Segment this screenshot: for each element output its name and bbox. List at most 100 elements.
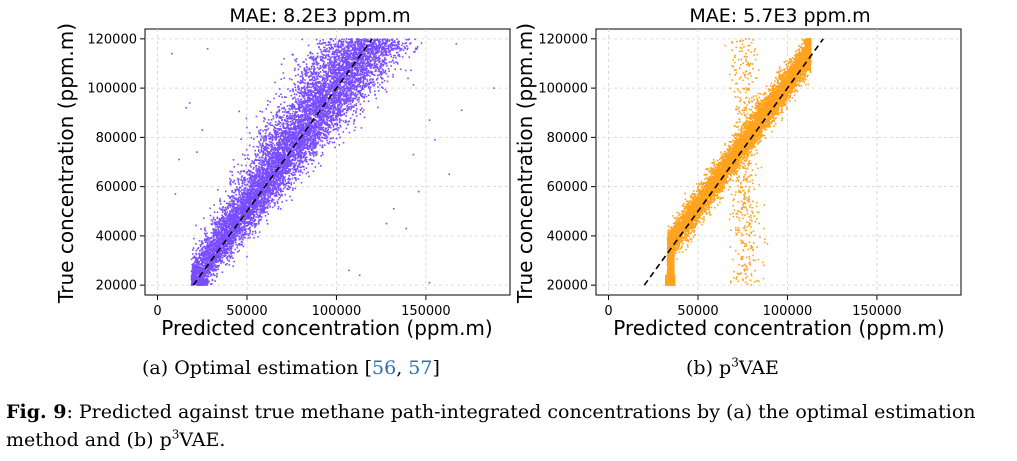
data-point bbox=[355, 110, 357, 112]
data-point bbox=[287, 183, 289, 185]
data-point bbox=[247, 171, 249, 173]
data-point bbox=[300, 83, 302, 85]
data-point bbox=[316, 72, 318, 74]
data-point bbox=[292, 178, 294, 180]
data-point bbox=[254, 219, 256, 221]
data-point bbox=[278, 199, 280, 201]
data-point bbox=[288, 189, 290, 191]
data-point bbox=[338, 134, 340, 136]
data-point bbox=[200, 246, 202, 248]
data-point bbox=[388, 68, 390, 70]
data-point bbox=[234, 197, 236, 199]
data-point bbox=[193, 238, 195, 240]
data-point bbox=[332, 137, 334, 139]
data-point bbox=[301, 72, 303, 74]
data-point bbox=[297, 103, 299, 105]
data-point bbox=[337, 106, 339, 108]
data-point bbox=[318, 141, 320, 143]
data-point bbox=[402, 43, 404, 45]
data-point bbox=[226, 263, 228, 265]
data-point bbox=[318, 73, 320, 75]
data-point bbox=[312, 99, 314, 101]
data-point bbox=[266, 220, 268, 222]
data-point bbox=[209, 208, 211, 210]
data-point bbox=[346, 128, 348, 130]
data-point bbox=[374, 91, 376, 93]
data-point bbox=[392, 76, 394, 78]
data-point bbox=[265, 138, 267, 140]
data-point bbox=[325, 108, 327, 110]
data-point bbox=[297, 98, 299, 100]
data-point bbox=[298, 178, 300, 180]
data-point bbox=[356, 87, 358, 89]
data-point bbox=[229, 250, 231, 252]
data-point bbox=[360, 113, 362, 115]
data-point bbox=[405, 70, 407, 72]
data-point bbox=[299, 95, 301, 97]
data-point bbox=[278, 111, 280, 113]
data-point bbox=[282, 190, 284, 192]
data-point bbox=[343, 142, 345, 144]
data-point bbox=[225, 264, 227, 266]
data-point bbox=[332, 142, 334, 144]
data-point bbox=[345, 41, 347, 43]
data-point bbox=[363, 38, 365, 40]
data-point bbox=[324, 80, 326, 82]
data-point bbox=[320, 71, 322, 73]
data-point bbox=[301, 39, 303, 41]
data-point bbox=[283, 188, 285, 190]
data-point bbox=[370, 86, 372, 88]
data-point bbox=[237, 215, 239, 217]
data-point bbox=[294, 174, 296, 176]
data-point bbox=[281, 64, 283, 66]
data-point bbox=[283, 125, 285, 127]
data-point bbox=[242, 244, 244, 246]
data-point bbox=[348, 38, 350, 40]
data-point bbox=[327, 59, 329, 61]
data-point bbox=[421, 42, 423, 44]
data-point bbox=[327, 62, 329, 64]
data-point bbox=[267, 104, 269, 106]
data-point bbox=[335, 66, 337, 68]
data-point bbox=[317, 100, 319, 102]
data-point bbox=[322, 154, 324, 156]
data-point bbox=[350, 52, 352, 54]
data-point bbox=[263, 195, 265, 197]
data-point bbox=[383, 64, 385, 66]
data-point bbox=[295, 164, 297, 166]
data-point bbox=[207, 273, 209, 275]
data-point bbox=[277, 201, 279, 203]
data-point bbox=[284, 77, 286, 79]
data-point bbox=[257, 215, 259, 217]
data-point bbox=[285, 154, 287, 156]
data-point bbox=[317, 67, 319, 69]
data-point bbox=[300, 169, 302, 171]
data-point bbox=[214, 275, 216, 277]
data-point bbox=[267, 207, 269, 209]
data-point bbox=[237, 247, 239, 249]
data-point bbox=[379, 39, 381, 41]
data-point bbox=[298, 69, 300, 71]
data-point bbox=[274, 203, 276, 205]
data-point bbox=[314, 78, 316, 80]
data-point bbox=[307, 86, 309, 88]
data-point bbox=[335, 44, 337, 46]
data-point bbox=[368, 94, 370, 96]
data-point bbox=[298, 89, 300, 91]
data-point bbox=[361, 39, 363, 41]
data-point bbox=[233, 261, 235, 263]
data-point bbox=[280, 126, 282, 128]
data-point bbox=[258, 141, 260, 143]
data-point bbox=[312, 53, 314, 55]
data-point bbox=[328, 132, 330, 134]
data-point bbox=[251, 163, 253, 165]
data-point bbox=[368, 58, 370, 60]
data-point bbox=[352, 114, 354, 116]
data-point bbox=[384, 38, 386, 40]
data-point bbox=[314, 84, 316, 86]
data-point bbox=[199, 240, 201, 242]
data-point bbox=[282, 146, 284, 148]
data-point bbox=[235, 242, 237, 244]
data-point bbox=[278, 120, 280, 122]
data-point bbox=[402, 56, 404, 58]
